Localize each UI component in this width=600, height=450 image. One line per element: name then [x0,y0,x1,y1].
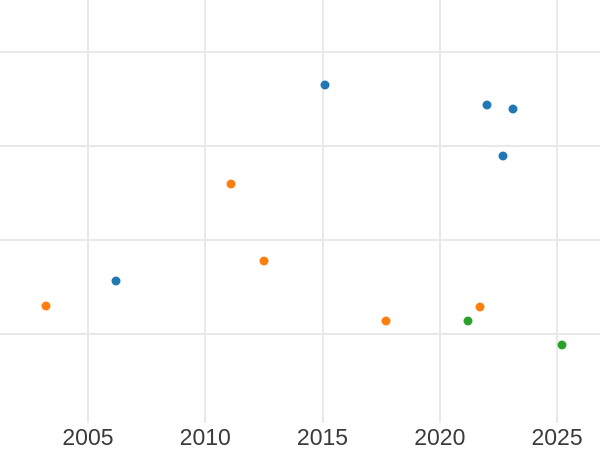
horizontal-gridline [0,50,600,53]
data-point-blue [498,151,508,161]
plot-area [0,0,600,423]
data-point-orange [381,316,391,326]
data-point-blue [111,276,121,286]
data-point-orange [475,302,485,312]
x-tick-label: 2010 [179,424,231,450]
x-tick-label: 2020 [414,424,466,450]
horizontal-gridline [0,332,600,335]
data-point-blue [482,100,492,110]
data-point-orange [259,256,269,266]
data-point-green [463,316,473,326]
horizontal-gridline [0,144,600,147]
data-point-blue [508,104,517,114]
x-tick-label: 2025 [531,424,583,450]
x-tick-label: 2015 [296,424,349,450]
vertical-gridline [204,0,207,423]
vertical-gridline [321,0,324,423]
vertical-gridline [86,0,89,423]
data-point-orange [41,301,51,311]
vertical-gridline [438,0,441,423]
data-point-green [557,340,567,350]
x-tick-label: 2005 [62,424,114,450]
vertical-gridline [556,0,559,423]
horizontal-gridline [0,238,600,241]
data-point-blue [320,80,330,90]
data-point-orange [226,179,236,189]
